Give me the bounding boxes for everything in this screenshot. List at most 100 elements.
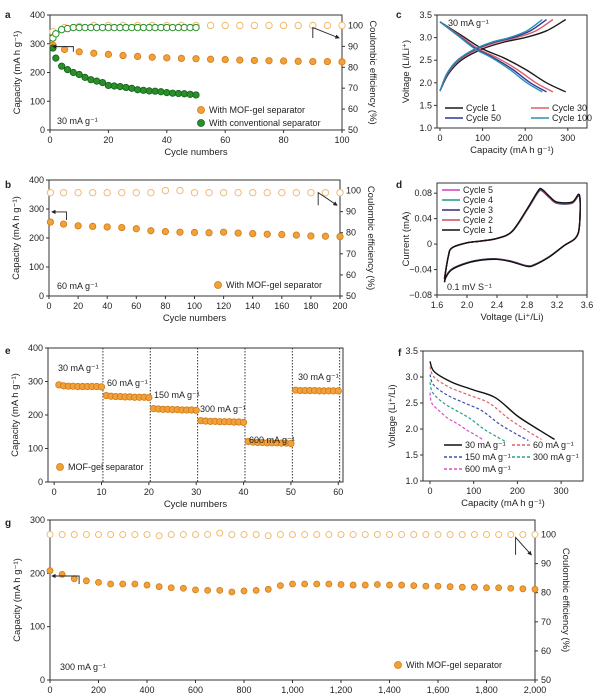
data-point <box>236 56 244 64</box>
data-point <box>192 531 199 539</box>
data-point <box>46 531 54 539</box>
data-point <box>422 582 430 590</box>
data-point <box>507 584 515 592</box>
data-point <box>132 188 141 197</box>
y2-axis-label: Coulombic efficiency (%) <box>560 548 571 652</box>
series-with-mof-gel-separator <box>49 41 346 66</box>
data-point <box>249 230 257 238</box>
curve <box>429 374 529 441</box>
data-point <box>336 188 344 197</box>
legend-item: Cycle 3 <box>442 205 493 215</box>
data-point <box>495 531 503 539</box>
legend-item: Cycle 50 <box>445 113 501 123</box>
legend-label: Cycle 2 <box>463 215 493 225</box>
x-tick-label: 1,200 <box>330 685 353 694</box>
legend-item: 30 mA g⁻¹ <box>444 440 506 450</box>
data-point <box>373 531 381 539</box>
series-cycle-1 <box>439 18 567 93</box>
legend-item: With MOF-gel separator <box>214 280 322 290</box>
data-point <box>63 66 72 74</box>
x-tick-label: 80 <box>279 135 289 145</box>
data-point <box>221 55 229 64</box>
data-point <box>323 57 331 66</box>
panel-label: e <box>5 346 11 357</box>
data-point <box>119 51 127 60</box>
data-point <box>176 228 184 236</box>
data-point <box>240 531 248 539</box>
legend-item: Cycle 1 <box>442 225 493 235</box>
x-tick-label: 2.4 <box>491 300 504 310</box>
data-point <box>207 55 215 63</box>
x-tick-label: 1,600 <box>427 685 450 694</box>
data-point <box>167 584 175 592</box>
x-tick-label: 200 <box>91 685 106 694</box>
legend-marker <box>197 119 205 127</box>
x-axis-label: Cycle numbers <box>163 313 227 324</box>
data-point <box>338 58 346 66</box>
annotation: 60 mA g⁻¹ <box>107 378 148 388</box>
data-point <box>276 582 284 589</box>
data-point <box>228 588 236 596</box>
axis-arrow <box>317 191 338 206</box>
legend-item: With MOF-gel separator <box>394 660 502 670</box>
data-point <box>422 531 430 539</box>
data-point <box>75 48 83 56</box>
data-point <box>176 186 184 195</box>
data-point <box>63 24 72 33</box>
data-point <box>337 531 345 539</box>
x-tick-label: 80 <box>160 301 170 311</box>
x-tick-label: 200 <box>510 486 525 496</box>
y-tick-label: 3.5 <box>405 346 418 356</box>
data-point <box>70 575 78 583</box>
legend-item: 150 mA g⁻¹ <box>444 452 511 462</box>
series-ce-1 <box>46 529 539 540</box>
y-axis-label: Capacity (mA h g⁻¹) <box>10 373 21 457</box>
data-point <box>179 584 187 592</box>
y-axis-label: Voltage (Li⁺/Li) <box>387 384 398 447</box>
data-point <box>495 584 503 592</box>
y-tick-label: 1.0 <box>419 123 432 133</box>
x-tick-label: 100 <box>466 486 481 496</box>
y2-tick-label: 90 <box>346 207 356 217</box>
data-point <box>59 220 68 228</box>
data-point <box>58 571 66 578</box>
axis-arrow <box>51 209 67 221</box>
legend-item: 600 mA g⁻¹ <box>444 464 511 474</box>
legend-label: 150 mA g⁻¹ <box>465 452 511 462</box>
y-axis-label: Voltage (Li/Li⁺) <box>401 40 412 103</box>
x-axis-label: Cycle numbers <box>164 499 228 510</box>
y-tick-label: 3.0 <box>405 372 418 382</box>
data-point <box>192 23 200 32</box>
data-point <box>294 21 302 30</box>
data-point <box>104 50 113 58</box>
legend-label: 60 mA g⁻¹ <box>533 440 574 450</box>
data-point <box>119 531 127 539</box>
curve <box>439 21 554 93</box>
x-axis-label: Voltage (Li⁺/Li) <box>480 312 543 323</box>
data-point <box>301 531 309 539</box>
data-point <box>122 83 130 92</box>
data-point <box>87 76 95 84</box>
panel-label: a <box>5 10 11 21</box>
data-point <box>143 531 151 539</box>
annotation: 60 mA g⁻¹ <box>57 281 98 291</box>
data-point <box>131 531 139 539</box>
x-tick-label: 40 <box>162 135 172 145</box>
data-point <box>206 21 215 30</box>
x-tick-label: 160 <box>274 301 289 311</box>
legend-item: Cycle 1 <box>445 103 496 113</box>
series-300-ma-g- <box>429 382 507 443</box>
plot-frame <box>436 182 588 296</box>
data-point <box>336 232 344 241</box>
series-with-mof-gel-separator <box>46 218 344 241</box>
y2-tick-label: 60 <box>541 646 551 656</box>
series-with-conventional-separator <box>49 44 200 99</box>
curve <box>429 361 555 440</box>
data-point <box>279 21 288 30</box>
data-point <box>292 188 301 197</box>
data-point <box>458 531 466 539</box>
data-point <box>192 55 200 63</box>
data-point <box>252 587 260 594</box>
data-point <box>446 531 454 539</box>
data-point <box>294 57 302 65</box>
